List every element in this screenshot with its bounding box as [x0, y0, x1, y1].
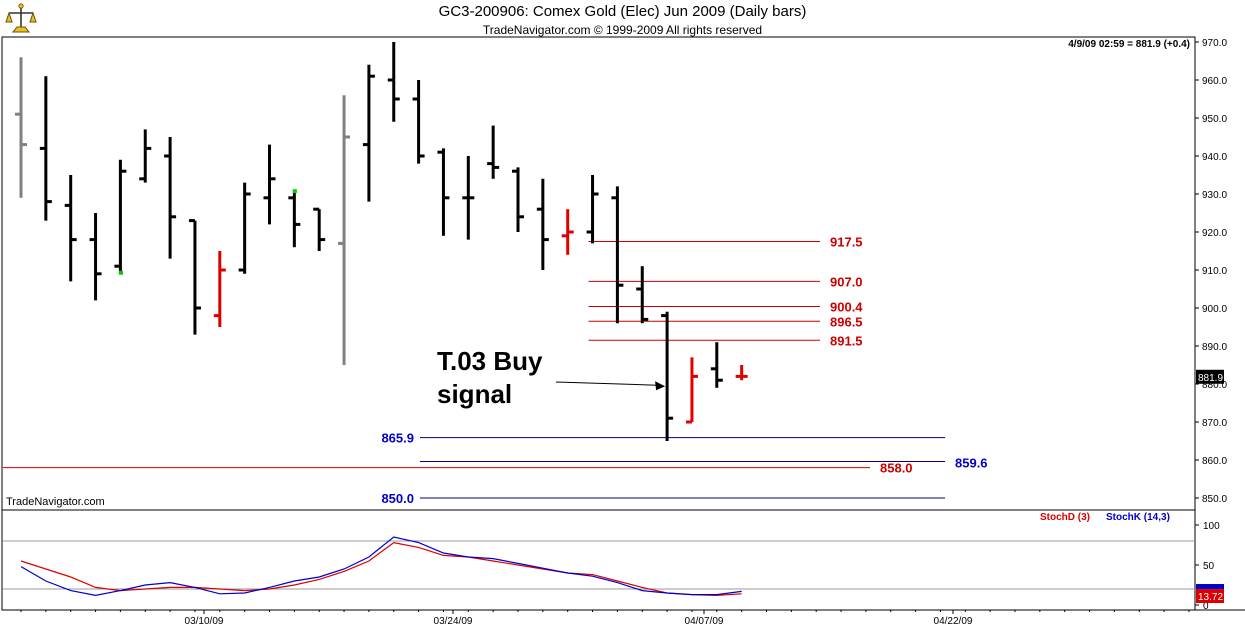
watermark: TradeNavigator.com — [6, 496, 105, 508]
stoch-last-d-box — [1196, 589, 1224, 604]
price-panel-frame — [1, 36, 1196, 511]
price-tick-label: 900.0 — [1202, 304, 1227, 315]
resistance-label: 907.0 — [830, 274, 863, 289]
price-bars — [15, 42, 748, 441]
stop-label: 858.0 — [880, 461, 913, 476]
chart-copyright: TradeNavigator.com © 1999-2009 All right… — [482, 23, 763, 37]
annotation-line-1: T.03 Buy — [437, 346, 543, 376]
resistance-label: 900.4 — [830, 299, 863, 314]
price-tick-label: 880.0 — [1202, 380, 1227, 391]
trade-navigator-logo-icon — [4, 2, 38, 36]
resistance-label: 917.5 — [830, 235, 863, 250]
price-tick-label: 970.0 — [1202, 38, 1227, 49]
date-tick-label: 03/24/09 — [434, 616, 473, 627]
last-price-marker: 881.9 — [1196, 369, 1224, 384]
price-tick-label: 940.0 — [1202, 152, 1227, 163]
resistance-label: 891.5 — [830, 333, 863, 348]
stoch-panel-frame — [1, 509, 1196, 611]
support-label: 850.0 — [381, 491, 414, 506]
stoch-series-line — [20, 536, 742, 597]
date-tick-label: 03/10/09 — [185, 616, 224, 627]
resistance-label: 896.5 — [830, 314, 863, 329]
stoch-legend: StochD (3) StochK (14,3) — [1040, 512, 1170, 523]
annotation-line-2: signal — [437, 379, 512, 409]
buy-signal-annotation: T.03 Buy signal — [437, 346, 666, 409]
stoch-tick-label: 50 — [1203, 561, 1215, 572]
price-tick-label: 890.0 — [1202, 342, 1227, 353]
signal-dot — [292, 189, 297, 194]
date-axis: 03/10/09 03/24/09 04/07/09 04/22/09 — [20, 610, 1190, 627]
legend-stochk: StochK (14,3) — [1106, 512, 1170, 523]
price-tick-label: 870.0 — [1202, 418, 1227, 429]
support-label: 865.9 — [381, 431, 414, 446]
last-price-box — [1196, 369, 1224, 384]
date-tick-label: 04/22/09 — [934, 616, 973, 627]
last-price-label: 881.9 — [1198, 373, 1223, 384]
annotation-arrowhead — [655, 381, 666, 391]
support-label: 859.6 — [955, 456, 988, 471]
price-tick-label: 910.0 — [1202, 266, 1227, 277]
price-tick-label: 960.0 — [1202, 76, 1227, 87]
signal-dot — [118, 270, 123, 275]
price-tick-label: 860.0 — [1202, 456, 1227, 467]
stoch-axis: 0 50 100 — [3, 521, 1220, 612]
price-tick-label: 920.0 — [1202, 228, 1227, 239]
stoch-last-label: 13.72 — [1198, 592, 1223, 603]
quote-readout: 4/9/09 02:59 = 881.9 (+0.4) — [1068, 39, 1190, 50]
annotation-arrow-line — [555, 381, 658, 386]
price-axis: 850.0 860.0 870.0 880.0 890.0 900.0 910.0 920.0… — [1195, 38, 1227, 505]
date-tick-label: 04/07/09 — [685, 616, 724, 627]
stoch-tick-label: 100 — [1203, 521, 1220, 532]
stoch-tick-label: 0 — [1203, 601, 1209, 612]
stoch-lines: 13.72 — [20, 536, 1224, 604]
price-tick-label: 930.0 — [1202, 190, 1227, 201]
price-tick-label: 850.0 — [1202, 494, 1227, 505]
stoch-last-k-box — [1196, 584, 1224, 590]
stoch-series-line — [20, 541, 742, 597]
legend-stochd: StochD (3) — [1040, 512, 1090, 523]
chart-title: GC3-200906: Comex Gold (Elec) Jun 2009 (… — [438, 3, 807, 20]
price-tick-label: 950.0 — [1202, 114, 1227, 125]
